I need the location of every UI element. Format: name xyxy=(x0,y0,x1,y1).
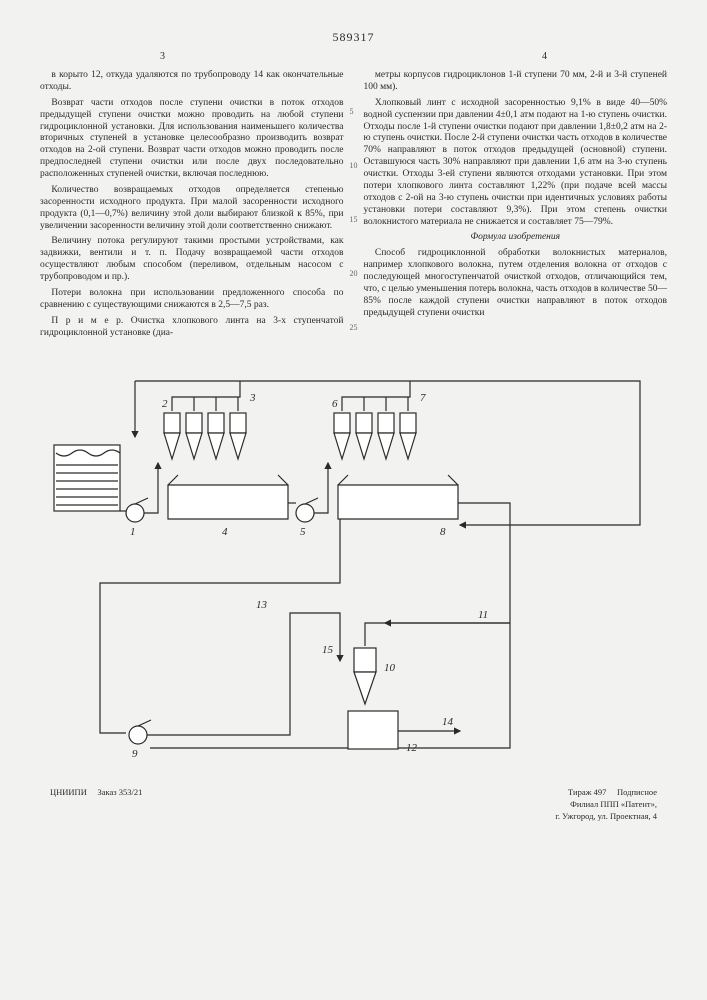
label-13: 13 xyxy=(256,599,268,611)
footer-order: Заказ 353/21 xyxy=(97,787,142,797)
claim-title: Формула изобретения xyxy=(364,232,668,244)
line-number-gutter: 5 10 15 20 25 xyxy=(350,70,358,332)
process-diagram: 1 2 3 4 5 xyxy=(40,353,660,773)
trough-12 xyxy=(348,711,398,749)
cyclone-group-a xyxy=(164,413,246,459)
label-8: 8 xyxy=(440,526,446,538)
lineno: 25 xyxy=(350,324,358,332)
cyc10-overflow xyxy=(365,623,510,646)
label-9: 9 xyxy=(132,748,138,760)
text-columns: в корыто 12, откуда удаляются по трубопр… xyxy=(40,70,667,343)
patent-page: 589317 3 4 в корыто 12, откуда удаляются… xyxy=(0,0,707,1000)
label-5: 5 xyxy=(300,526,306,538)
para: П р и м е р. Очистка хлопкового линта на… xyxy=(40,316,344,340)
label-2: 2 xyxy=(162,398,168,410)
label-14: 14 xyxy=(442,716,454,728)
trough-8 xyxy=(338,485,458,519)
para: Возврат части отходов после ступени очис… xyxy=(40,98,344,181)
label-15: 15 xyxy=(322,644,334,656)
label-6: 6 xyxy=(332,398,338,410)
label-11: 11 xyxy=(478,609,488,621)
footer-addr: г. Ужгород, ул. Проектная, 4 xyxy=(555,811,657,821)
label-10: 10 xyxy=(384,662,396,674)
footer-patent-org: Филиал ППП «Патент», xyxy=(570,799,657,809)
cyclone-group-b xyxy=(334,413,416,459)
pump9-to-cyc10 xyxy=(147,613,340,735)
pump-9 xyxy=(129,726,147,744)
cyc-b-overflow xyxy=(342,381,410,411)
page-num-left: 3 xyxy=(160,51,165,62)
footer-tirazh: Тираж 497 xyxy=(568,787,606,797)
label-4: 4 xyxy=(222,526,228,538)
cyclone-10 xyxy=(354,648,376,704)
patent-number: 589317 xyxy=(40,30,667,45)
feed-tank xyxy=(54,445,120,511)
recycle-down-line xyxy=(150,503,510,748)
feed-to-pump9 xyxy=(100,519,340,733)
label-1: 1 xyxy=(130,526,136,538)
pump-5 xyxy=(296,504,314,522)
label-3: 3 xyxy=(249,392,256,404)
label-12: 12 xyxy=(406,742,418,754)
para: Количество возвращаемых отходов определя… xyxy=(40,185,344,233)
trough-4 xyxy=(168,485,288,519)
left-column: в корыто 12, откуда удаляются по трубопр… xyxy=(40,70,344,343)
diagram-svg: 1 2 3 4 5 xyxy=(40,353,660,773)
lineno: 15 xyxy=(350,216,358,224)
para: в корыто 12, откуда удаляются по трубопр… xyxy=(40,70,344,94)
lineno: 5 xyxy=(350,108,358,116)
lineno: 20 xyxy=(350,270,358,278)
para: Величину потока регулируют такими просты… xyxy=(40,236,344,284)
pump-1 xyxy=(126,504,144,522)
para: метры корпусов гидроциклонов 1-й ступени… xyxy=(364,70,668,94)
column-page-numbers: 3 4 xyxy=(40,51,667,62)
lineno: 10 xyxy=(350,162,358,170)
right-column: 5 10 15 20 25 метры корпусов гидроциклон… xyxy=(364,70,668,343)
claim-text: Способ гидроциклонной обработки волокнис… xyxy=(364,248,668,319)
footer-org: ЦНИИПИ xyxy=(50,787,87,797)
page-num-right: 4 xyxy=(542,51,547,62)
para: Хлопковый линт с исходной засоренностью … xyxy=(364,98,668,229)
label-7: 7 xyxy=(420,392,426,404)
footer-sign: Подписное xyxy=(617,787,657,797)
cyc-a-overflow xyxy=(172,381,240,411)
para: Потери волокна при использовании предлож… xyxy=(40,288,344,312)
imprint-footer: ЦНИИПИ Заказ 353/21 Тираж 497 Подписное … xyxy=(40,787,667,823)
